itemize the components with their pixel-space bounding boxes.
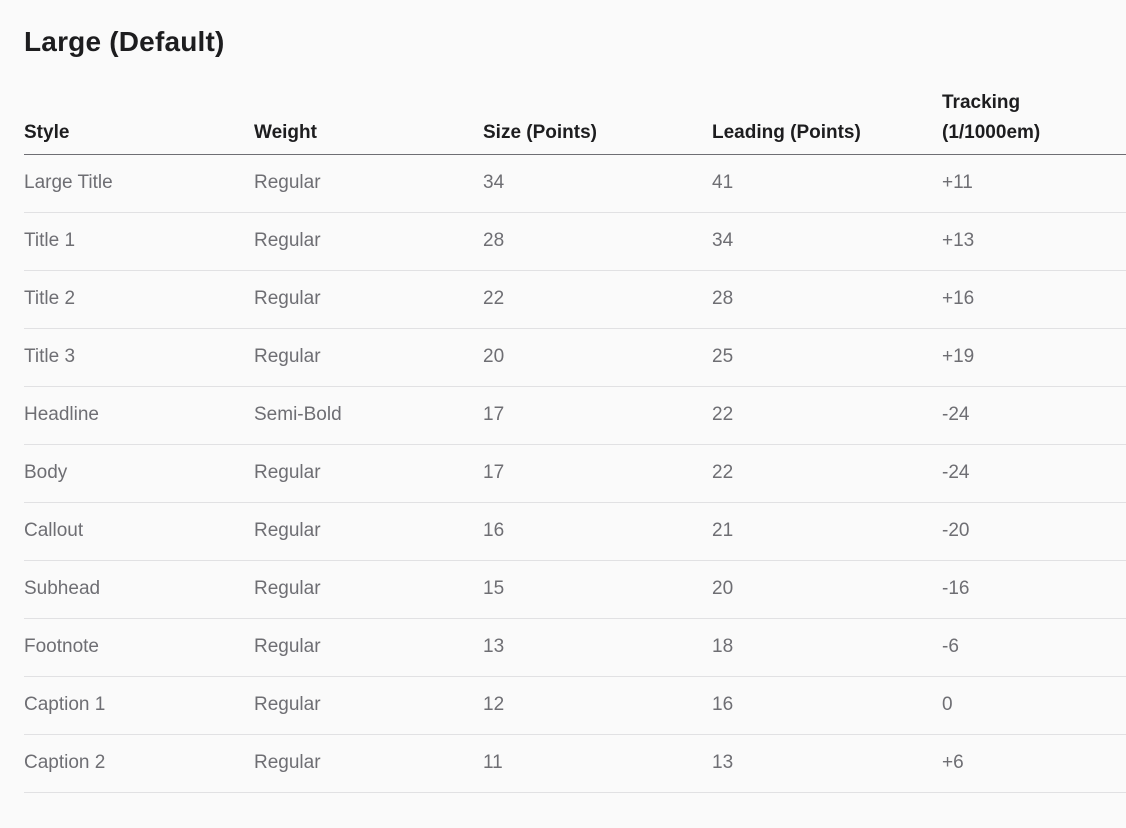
header-tracking-line1: Tracking: [942, 91, 1021, 113]
cell-tracking: -6: [942, 618, 1126, 677]
cell-style: Headline: [24, 386, 254, 445]
header-weight: Weight: [254, 86, 483, 155]
header-row: Style Weight Size (Points) Leading (Poin…: [24, 86, 1126, 155]
cell-size: 28: [483, 212, 712, 271]
header-size: Size (Points): [483, 86, 712, 155]
cell-weight: Semi-Bold: [254, 386, 483, 445]
cell-size: 15: [483, 560, 712, 619]
cell-weight: Regular: [254, 328, 483, 387]
cell-leading: 20: [712, 560, 942, 619]
cell-style: Large Title: [24, 154, 254, 213]
cell-tracking: 0: [942, 676, 1126, 735]
cell-style: Body: [24, 444, 254, 503]
cell-tracking: -24: [942, 444, 1126, 503]
table-row: Subhead Regular 15 20 -16: [24, 560, 1126, 619]
cell-size: 22: [483, 270, 712, 329]
cell-style: Title 1: [24, 212, 254, 271]
table-body: Large Title Regular 34 41 +11 Title 1 Re…: [24, 154, 1126, 793]
cell-size: 17: [483, 386, 712, 445]
cell-leading: 22: [712, 444, 942, 503]
header-leading: Leading (Points): [712, 86, 942, 155]
table-row: Caption 1 Regular 12 16 0: [24, 676, 1126, 735]
table-row: Callout Regular 16 21 -20: [24, 502, 1126, 561]
cell-style: Title 3: [24, 328, 254, 387]
cell-leading: 21: [712, 502, 942, 561]
cell-leading: 28: [712, 270, 942, 329]
cell-tracking: +6: [942, 734, 1126, 793]
cell-tracking: -20: [942, 502, 1126, 561]
cell-size: 16: [483, 502, 712, 561]
cell-tracking: +19: [942, 328, 1126, 387]
cell-style: Footnote: [24, 618, 254, 677]
cell-style: Callout: [24, 502, 254, 561]
cell-size: 13: [483, 618, 712, 677]
table-row: Title 2 Regular 22 28 +16: [24, 270, 1126, 329]
cell-leading: 18: [712, 618, 942, 677]
cell-size: 34: [483, 154, 712, 213]
cell-weight: Regular: [254, 270, 483, 329]
table-row: Large Title Regular 34 41 +11: [24, 154, 1126, 213]
section-title: Large (Default): [24, 26, 225, 57]
cell-weight: Regular: [254, 734, 483, 793]
cell-size: 11: [483, 734, 712, 793]
table-header: Style Weight Size (Points) Leading (Poin…: [24, 86, 1126, 155]
cell-tracking: +16: [942, 270, 1126, 329]
cell-weight: Regular: [254, 212, 483, 271]
cell-weight: Regular: [254, 676, 483, 735]
header-tracking-line2: (1/1000em): [942, 121, 1041, 143]
cell-style: Subhead: [24, 560, 254, 619]
cell-size: 12: [483, 676, 712, 735]
cell-style: Title 2: [24, 270, 254, 329]
table-row: Body Regular 17 22 -24: [24, 444, 1126, 503]
cell-leading: 34: [712, 212, 942, 271]
cell-weight: Regular: [254, 618, 483, 677]
cell-size: 17: [483, 444, 712, 503]
cell-style: Caption 1: [24, 676, 254, 735]
cell-tracking: -24: [942, 386, 1126, 445]
cell-style: Caption 2: [24, 734, 254, 793]
cell-weight: Regular: [254, 444, 483, 503]
cell-tracking: -16: [942, 560, 1126, 619]
type-scale-table: Style Weight Size (Points) Leading (Poin…: [24, 86, 1126, 793]
table-row: Title 3 Regular 20 25 +19: [24, 328, 1126, 387]
cell-leading: 16: [712, 676, 942, 735]
header-style: Style: [24, 86, 254, 155]
cell-leading: 41: [712, 154, 942, 213]
cell-leading: 13: [712, 734, 942, 793]
cell-weight: Regular: [254, 154, 483, 213]
table-row: Footnote Regular 13 18 -6: [24, 618, 1126, 677]
header-tracking: Tracking (1/1000em): [942, 86, 1126, 155]
table-row: Headline Semi-Bold 17 22 -24: [24, 386, 1126, 445]
cell-weight: Regular: [254, 502, 483, 561]
cell-leading: 25: [712, 328, 942, 387]
cell-tracking: +11: [942, 154, 1126, 213]
cell-tracking: +13: [942, 212, 1126, 271]
table-row: Caption 2 Regular 11 13 +6: [24, 734, 1126, 793]
cell-size: 20: [483, 328, 712, 387]
cell-leading: 22: [712, 386, 942, 445]
table-row: Title 1 Regular 28 34 +13: [24, 212, 1126, 271]
cell-weight: Regular: [254, 560, 483, 619]
